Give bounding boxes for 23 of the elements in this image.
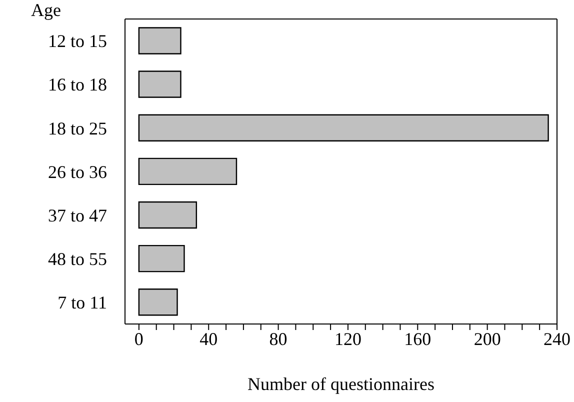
y-tick-label: 37 to 47 [48,205,107,226]
bar [138,288,178,316]
bar [138,158,238,186]
bar [138,114,549,142]
bar [138,244,185,272]
y-tick-label: 48 to 55 [48,249,107,270]
y-axis-title: Age [31,0,61,21]
x-tick-label: 160 [404,328,432,349]
bar [138,27,182,54]
x-tick-label: 40 [200,328,218,349]
y-tick-label: 18 to 25 [48,118,107,138]
bar [138,201,198,229]
y-tick-label: 26 to 36 [48,162,107,182]
bar [138,70,182,98]
y-tick-label: 16 to 18 [48,74,107,95]
x-tick-label: 0 [134,328,144,349]
y-tick-label: 7 to 11 [58,292,107,313]
y-tick-label: 12 to 15 [48,31,107,52]
x-tick-label: 80 [269,328,288,349]
x-tick-label: 120 [334,328,362,349]
x-tick-label: 240 [544,328,570,349]
x-axis-title: Number of questionnaires [248,374,434,394]
x-tick-label: 200 [474,328,501,349]
